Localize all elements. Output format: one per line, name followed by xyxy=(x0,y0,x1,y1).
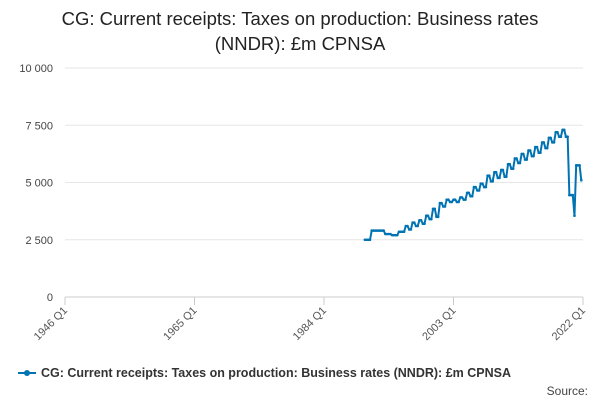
data-point xyxy=(467,191,471,195)
data-point xyxy=(562,128,566,132)
data-point xyxy=(450,200,454,204)
data-point xyxy=(460,196,464,199)
data-point xyxy=(542,141,546,144)
data-point xyxy=(453,198,457,201)
data-point xyxy=(539,151,542,155)
data-point xyxy=(525,158,529,161)
data-point xyxy=(464,198,467,201)
data-point xyxy=(419,218,423,222)
data-point xyxy=(368,238,372,242)
data-point xyxy=(545,146,549,150)
data-point xyxy=(409,228,413,231)
data-point xyxy=(433,207,437,211)
data-point xyxy=(549,136,552,140)
data-point xyxy=(532,154,535,158)
data-point xyxy=(477,189,481,192)
data-point xyxy=(402,230,406,234)
data-point xyxy=(494,170,498,174)
y-tick-label: 5 000 xyxy=(25,178,53,190)
legend-series-label: CG: Current receipts: Taxes on productio… xyxy=(41,366,511,380)
data-point xyxy=(566,135,569,138)
data-point xyxy=(578,164,581,167)
y-tick-label: 7 500 xyxy=(25,120,53,132)
data-point xyxy=(573,214,576,217)
data-point xyxy=(395,233,399,237)
data-point xyxy=(487,174,491,177)
data-point xyxy=(515,157,518,160)
data-point xyxy=(406,224,409,228)
data-point xyxy=(440,201,443,205)
data-point xyxy=(556,130,559,134)
data-point xyxy=(535,145,539,149)
data-point xyxy=(474,185,477,189)
data-point xyxy=(457,200,460,204)
data-point xyxy=(426,214,430,217)
chart-title: CG: Current receipts: Taxes on productio… xyxy=(0,6,600,56)
data-point xyxy=(559,135,563,138)
data-point xyxy=(430,217,433,221)
y-tick-label: 2 500 xyxy=(25,235,53,247)
chart-title-line-2: (NNDR): £m CPNSA xyxy=(214,33,386,54)
chart-title-line-1: CG: Current receipts: Taxes on productio… xyxy=(61,8,539,29)
x-tick-label: 1965 Q1 xyxy=(161,305,199,343)
data-point xyxy=(501,168,505,172)
x-tick-label: 2022 Q1 xyxy=(550,305,588,343)
x-tick-label: 2003 Q1 xyxy=(420,305,458,343)
data-point xyxy=(491,180,494,183)
data-point xyxy=(436,215,440,219)
data-point xyxy=(416,224,420,228)
data-point xyxy=(470,194,474,198)
data-point xyxy=(382,229,385,232)
legend-series-marker xyxy=(18,368,36,378)
data-point xyxy=(443,205,447,208)
series-line xyxy=(364,128,583,241)
data-point xyxy=(522,152,525,156)
data-point xyxy=(498,176,501,180)
x-tick-label: 1984 Q1 xyxy=(291,305,329,343)
source-label: Source: xyxy=(546,384,588,398)
x-tick-label: 1946 Q1 xyxy=(32,305,70,343)
data-point xyxy=(484,185,488,189)
data-point xyxy=(447,198,450,201)
data-point xyxy=(505,175,508,179)
data-point xyxy=(508,162,512,166)
data-point xyxy=(511,167,515,171)
legend[interactable]: CG: Current receipts: Taxes on productio… xyxy=(18,366,511,380)
y-tick-label: 10 000 xyxy=(19,63,53,75)
data-point xyxy=(552,141,556,144)
data-point xyxy=(518,161,522,165)
data-point xyxy=(571,193,575,197)
data-point xyxy=(481,182,484,185)
data-point xyxy=(580,178,583,182)
data-point xyxy=(423,222,426,226)
data-point xyxy=(413,221,416,224)
data-point xyxy=(528,149,532,152)
y-tick-label: 0 xyxy=(47,292,53,304)
